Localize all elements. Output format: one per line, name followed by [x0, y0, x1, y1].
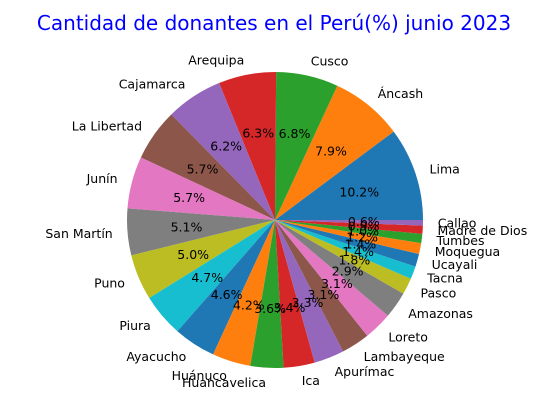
category-label-cusco: Cusco	[311, 54, 349, 69]
pct-label-tumbes: 1.0%	[347, 224, 379, 239]
category-label-tacna: Tacna	[426, 270, 463, 285]
category-label-ica: Ica	[302, 373, 320, 388]
pie-slice-lambayeque	[275, 220, 368, 352]
category-label-amazonas: Amazonas	[408, 306, 473, 321]
pie-slice-huanuco	[213, 220, 275, 366]
chart-title: Cantidad de donantes en el Perú(%) junio…	[37, 11, 511, 35]
pie-slice-san-martin	[127, 208, 275, 256]
pie-slices	[127, 71, 424, 368]
pct-label-ancash: 7.9%	[315, 144, 347, 159]
category-label-loreto: Loreto	[388, 329, 428, 344]
pct-label-piura: 4.7%	[191, 270, 223, 285]
pie-slice-arequipa	[219, 71, 277, 220]
category-label-ucayali: Ucayali	[432, 257, 478, 272]
pct-label-apurimac: 3.3%	[292, 295, 324, 310]
pct-label-la-libertad: 5.7%	[187, 161, 219, 176]
pct-label-lambayeque: 3.1%	[307, 287, 339, 302]
pct-label-lima: 10.2%	[339, 185, 379, 200]
pie-slice-piura	[149, 220, 275, 332]
pie-slice-tumbes	[275, 220, 423, 244]
category-label-junin: Junín	[86, 171, 118, 186]
pct-label-ayacucho: 4.6%	[211, 287, 243, 302]
pie-slice-huancavelica	[250, 220, 284, 368]
pie-slice-ancash	[275, 85, 394, 220]
pie-slice-pasco	[275, 220, 411, 294]
pie-slice-tacna	[275, 220, 416, 279]
pct-label-cusco: 6.8%	[279, 126, 311, 141]
pct-label-tacna: 1.4%	[342, 244, 374, 259]
pie-slice-junin	[127, 157, 276, 220]
category-label-la-libertad: La Libertad	[72, 119, 142, 134]
pie-slice-amazonas	[275, 220, 404, 316]
category-label-arequipa: Arequipa	[188, 53, 244, 68]
pie-slice-ayacucho	[177, 220, 275, 355]
pct-label-loreto: 3.1%	[321, 276, 353, 291]
pct-label-pasco: 1.8%	[339, 252, 371, 267]
category-label-lima: Lima	[430, 161, 460, 176]
pct-label-san-martin: 5.1%	[171, 220, 203, 235]
pct-label-puno: 5.0%	[177, 247, 209, 262]
pct-label-amazonas: 2.9%	[332, 264, 364, 279]
category-label-lambayeque: Lambayeque	[364, 349, 445, 364]
pie-slice-moquegua	[275, 220, 422, 255]
category-label-huanuco: Huánuco	[172, 368, 227, 383]
category-label-ayacucho: Ayacucho	[126, 349, 186, 364]
pie-slice-callao	[275, 220, 424, 226]
category-label-madre-de-dios: Madre de Dios	[437, 223, 527, 238]
category-label-callao: Callao	[438, 216, 477, 231]
pct-label-arequipa: 6.3%	[242, 125, 274, 140]
pie-slice-ucayali	[275, 220, 420, 267]
pct-label-huancavelica: 3.6%	[254, 301, 286, 316]
pie-slice-ica	[275, 220, 315, 368]
pct-label-callao: 0.6%	[348, 214, 380, 229]
category-label-apurimac: Apurímac	[335, 364, 395, 379]
category-label-puno: Puno	[94, 276, 125, 291]
pie-slice-lima	[275, 131, 423, 220]
pct-label-huanuco: 4.2%	[233, 297, 265, 312]
pie-slice-cajamarca	[171, 82, 275, 220]
pct-label-ucayali: 1.4%	[345, 237, 377, 252]
pct-label-madre-de-dios: 0.9%	[348, 218, 380, 233]
category-label-ancash: Áncash	[378, 86, 423, 101]
pie-slice-puno	[131, 220, 275, 299]
percent-labels: 10.2% 7.9% 6.8% 6.3%6.2% 5.7% 5.7% 5.1% 5.0% 4.7…	[171, 125, 380, 316]
category-label-moquegua: Moquegua	[435, 244, 501, 259]
pct-label-ica: 3.4%	[274, 300, 306, 315]
pie-slice-cusco	[275, 72, 338, 220]
pct-label-junin: 5.7%	[173, 190, 205, 205]
pie-slice-madre-de-dios	[275, 220, 423, 234]
pct-label-cajamarca: 6.2%	[210, 138, 242, 153]
category-label-cajamarca: Cajamarca	[119, 77, 186, 92]
category-label-tumbes: Tumbes	[436, 233, 485, 248]
pie-slice-loreto	[275, 220, 388, 336]
category-label-huancavelica: Huancavelica	[182, 375, 266, 390]
category-label-pasco: Pasco	[421, 285, 457, 300]
pct-label-moquegua: 1.2%	[346, 230, 378, 245]
pie-slice-apurimac	[275, 220, 344, 363]
category-label-san-martin: San Martín	[45, 226, 112, 241]
category-label-piura: Piura	[119, 318, 150, 333]
pie-slice-la-libertad	[140, 114, 275, 220]
